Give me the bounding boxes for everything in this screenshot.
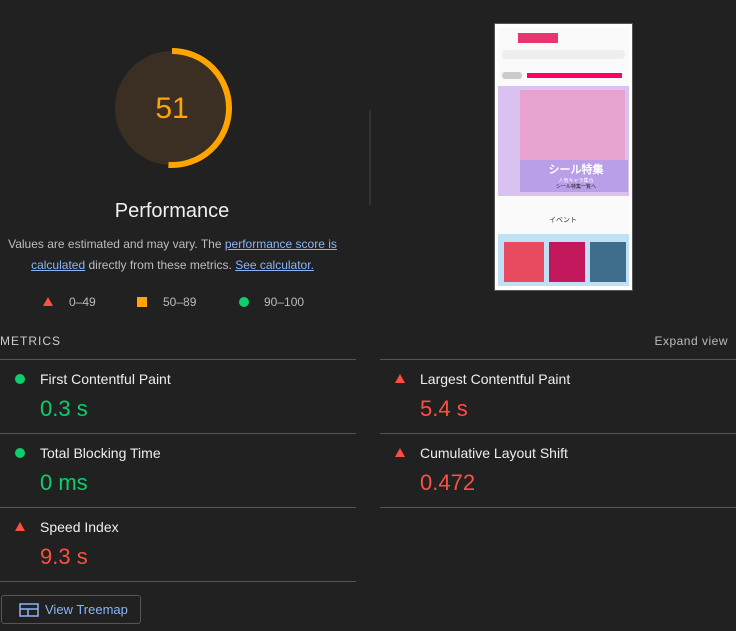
metric-name: First Contentful Paint (40, 371, 171, 387)
legend-label: 90–100 (264, 295, 304, 309)
metric-name: Total Blocking Time (40, 445, 161, 461)
metric-value: 0.3 s (40, 396, 88, 421)
description-text: Values are estimated and may vary. The (8, 237, 225, 251)
expand-view[interactable]: Expand view (654, 334, 728, 348)
gauge-title: Performance (115, 200, 230, 222)
gauge-base (115, 51, 229, 165)
metric-fail-icon (395, 448, 405, 457)
banner-cta: シール特集一覧へ (556, 183, 596, 190)
banner-text: シール特集 (549, 162, 605, 176)
button-label: View Treemap (45, 602, 128, 617)
legend-label: 50–89 (163, 295, 197, 309)
legend-pass-icon (239, 297, 249, 307)
legend-average-icon (137, 297, 147, 307)
metric-name: Largest Contentful Paint (420, 371, 570, 387)
section-title: イベント (549, 216, 577, 224)
metric-value: 0 ms (40, 470, 88, 495)
calculator-link[interactable]: See calculator. (235, 258, 314, 272)
page-screenshot: シール特集 人気キャラ集合 シール特集一覧へ イベント (494, 23, 633, 291)
performance-score-link[interactable]: performance score is calculated (31, 237, 337, 272)
metric-value: 9.3 s (40, 544, 88, 569)
view-treemap-button[interactable] (1, 595, 141, 624)
metric-pass-icon (15, 374, 25, 384)
metric-value: 0.472 (420, 470, 475, 495)
metric-name: Cumulative Layout Shift (420, 445, 568, 461)
legend-label: 0–49 (69, 295, 96, 309)
gauge-score: 51 (155, 92, 188, 125)
metric-pass-icon (15, 448, 25, 458)
treemap-icon (19, 603, 39, 617)
gauge-arc (168, 48, 232, 168)
metric-value: 5.4 s (420, 396, 468, 421)
description: Values are estimated and may vary. The p… (0, 234, 345, 276)
legend-fail-icon (43, 297, 53, 306)
banner-sub: 人気キャラ集合 (558, 177, 593, 184)
metric-name: Speed Index (40, 519, 119, 535)
description-text: directly from these metrics. (85, 258, 236, 272)
metrics-heading: METRICS (0, 334, 61, 348)
metric-fail-icon (15, 522, 25, 531)
metric-fail-icon (395, 374, 405, 383)
